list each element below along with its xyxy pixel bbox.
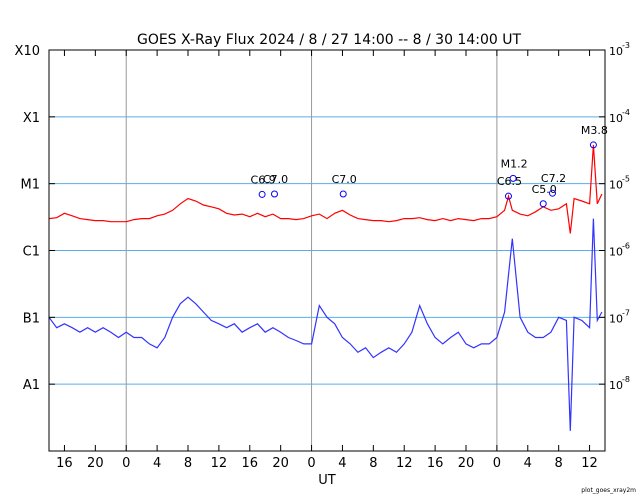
flare-label-6: C7.2 bbox=[541, 172, 566, 185]
flare-label-0: C6.9 bbox=[251, 173, 276, 186]
footer-label: plot_goes_xray2m bbox=[581, 487, 636, 494]
x-tick-label-15: 4 bbox=[524, 456, 532, 471]
right-tick-base-2: 10 bbox=[609, 246, 623, 259]
right-tick-base-1: 10 bbox=[609, 312, 623, 325]
class-label-2: C1 bbox=[23, 245, 40, 260]
x-tick-label-14: 0 bbox=[493, 456, 501, 471]
flare-label-3: C6.5 bbox=[497, 175, 522, 188]
right-tick-exp-5: -3 bbox=[622, 41, 630, 50]
x-tick-label-16: 8 bbox=[555, 456, 563, 471]
x-tick-label-13: 20 bbox=[458, 456, 475, 471]
x-tick-label-0: 16 bbox=[56, 456, 73, 471]
x-tick-label-11: 12 bbox=[396, 456, 413, 471]
flare-marker-4 bbox=[509, 174, 517, 182]
x-tick-label-4: 8 bbox=[184, 456, 192, 471]
flare-marker-0 bbox=[258, 190, 266, 198]
right-tick-base-3: 10 bbox=[609, 179, 623, 192]
series-line-0 bbox=[48, 144, 603, 234]
x-tick-label-1: 20 bbox=[87, 456, 104, 471]
series-line-1 bbox=[48, 218, 603, 431]
flare-label-7: M3.8 bbox=[581, 124, 608, 137]
x-tick-label-12: 16 bbox=[427, 456, 444, 471]
flare-marker-1 bbox=[270, 190, 278, 198]
x-tick-label-8: 0 bbox=[307, 456, 315, 471]
flare-label-2: C7.0 bbox=[332, 173, 357, 186]
flare-marker-3 bbox=[504, 192, 512, 200]
flare-label-4: M1.2 bbox=[501, 157, 528, 170]
class-label-0: A1 bbox=[23, 378, 40, 393]
x-tick-label-3: 4 bbox=[153, 456, 161, 471]
x-tick-label-6: 16 bbox=[242, 456, 259, 471]
x-tick-label-2: 0 bbox=[122, 456, 130, 471]
x-tick-label-17: 12 bbox=[581, 456, 598, 471]
class-label-4: X1 bbox=[23, 111, 40, 126]
right-tick-exp-2: -6 bbox=[622, 242, 630, 251]
x-tick-label-7: 20 bbox=[272, 456, 289, 471]
flare-marker-2 bbox=[339, 190, 347, 198]
right-tick-exp-3: -5 bbox=[622, 175, 630, 184]
class-label-3: M1 bbox=[21, 178, 41, 193]
right-tick-exp-1: -7 bbox=[622, 308, 630, 317]
right-tick-base-4: 10 bbox=[609, 112, 623, 125]
flare-marker-7 bbox=[589, 141, 597, 149]
chart-title: GOES X-Ray Flux 2024 / 8 / 27 14:00 -- 8… bbox=[137, 32, 521, 48]
flare-label-1: C7.0 bbox=[263, 173, 288, 186]
flare-marker-5 bbox=[539, 200, 547, 208]
right-tick-base-5: 10 bbox=[609, 45, 623, 58]
x-tick-label-5: 12 bbox=[211, 456, 228, 471]
x-tick-label-9: 4 bbox=[338, 456, 346, 471]
class-label-5: X10 bbox=[15, 44, 40, 59]
x-axis-label: UT bbox=[318, 473, 336, 488]
class-label-1: B1 bbox=[23, 311, 40, 326]
flare-label-5: C5.0 bbox=[532, 183, 557, 196]
right-tick-exp-0: -8 bbox=[622, 375, 630, 384]
right-tick-base-0: 10 bbox=[609, 379, 623, 392]
right-tick-exp-4: -4 bbox=[622, 108, 630, 117]
flare-marker-6 bbox=[548, 189, 556, 197]
x-tick-label-10: 8 bbox=[369, 456, 377, 471]
